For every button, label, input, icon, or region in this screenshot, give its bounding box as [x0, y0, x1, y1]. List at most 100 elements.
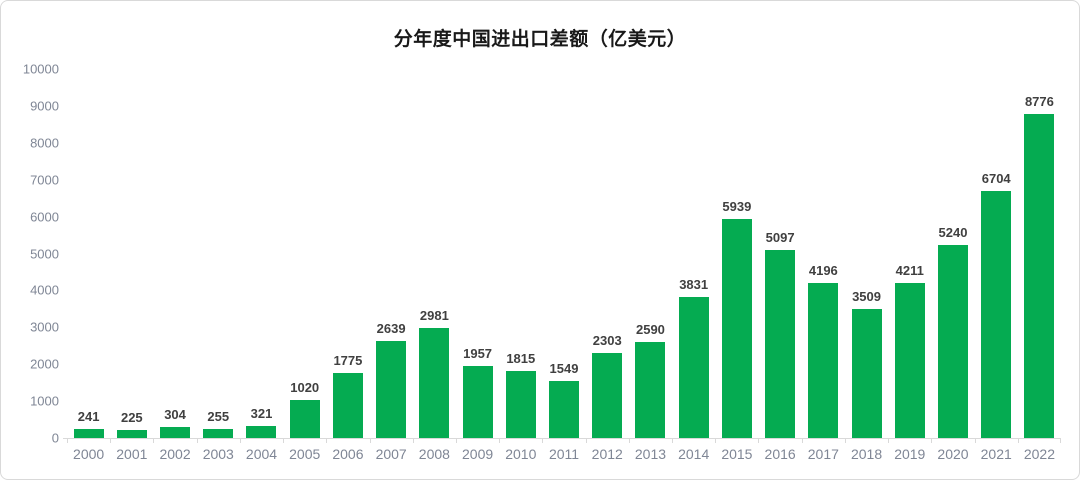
bar [549, 380, 580, 438]
y-tick-label: 1000 [30, 393, 59, 409]
plot-area: 241 225 304 255 321 1020 1775 2639 2981 1957 1815 1… [63, 69, 1061, 462]
x-tick-label: 2016 [764, 446, 796, 462]
y-tick-label: 5000 [30, 246, 59, 261]
x-axis-line [63, 438, 1061, 439]
x-tick-label: 2003 [202, 446, 234, 462]
bar-value-label: 241 [77, 409, 100, 425]
x-tick-label: 2020 [937, 446, 969, 462]
bar [376, 340, 407, 438]
bar-group: 1020 [283, 69, 326, 438]
bar [419, 328, 450, 438]
bar-value-label: 304 [164, 406, 186, 422]
x-axis-tick [369, 438, 371, 443]
x-axis-tick [758, 438, 760, 443]
bars-container: 241 225 304 255 321 1020 1775 2639 2981 1957 1815 1… [67, 69, 1061, 438]
x-tick-label: 2013 [634, 446, 667, 462]
bar [981, 190, 1012, 438]
bar-value-label: 3831 [679, 276, 709, 292]
x-axis-tick [499, 438, 501, 443]
x-tick-label: 2015 [721, 446, 753, 462]
y-tick-label: 3000 [30, 319, 59, 335]
bar-value-label: 5240 [938, 224, 968, 240]
bar-group: 2590 [629, 69, 672, 438]
bar-group: 5939 [715, 69, 758, 438]
bar [73, 429, 104, 438]
bar-value-label: 1020 [290, 380, 320, 396]
bar [332, 372, 363, 438]
y-tick-label: 2000 [30, 356, 59, 372]
bar-group: 3831 [672, 69, 715, 438]
bar [160, 426, 191, 438]
bar [1024, 114, 1055, 438]
x-axis-tick [542, 438, 544, 443]
bar-value-label: 1775 [333, 352, 363, 368]
bar-value-label: 5097 [765, 229, 795, 245]
x-tick-label: 2022 [1023, 446, 1055, 462]
x-tick-label: 2009 [462, 446, 494, 462]
bar-group: 241 [67, 69, 110, 438]
bar-group: 1957 [456, 69, 499, 438]
bar [246, 426, 277, 438]
bar [765, 249, 796, 438]
bar [462, 365, 493, 438]
x-tick-label: 2006 [332, 446, 364, 462]
y-tick-label: 10000 [22, 61, 59, 77]
x-axis-tick [931, 438, 933, 443]
x-tick-label: 2002 [159, 446, 191, 462]
y-tick-label: 9000 [30, 98, 59, 114]
bar-group: 3509 [845, 69, 888, 438]
x-axis-tick [412, 438, 414, 443]
x-tick-label: 2021 [980, 446, 1012, 462]
x-tick-label: 2005 [289, 446, 321, 462]
x-axis-tick [455, 438, 457, 443]
x-tick-label: 2010 [505, 446, 537, 462]
bar-group: 1815 [499, 69, 542, 438]
x-tick-label: 2000 [73, 446, 105, 462]
x-axis-labels: 2000 2001 2002 2003 2004 2005 2006 2007 2008 2009… [67, 446, 1061, 462]
x-axis-tick [844, 438, 846, 443]
y-tick-label: 7000 [30, 172, 59, 188]
x-tick-label: 2014 [678, 446, 710, 462]
x-tick-label: 2012 [591, 446, 623, 462]
chart-title: 分年度中国进出口差额（亿美元） [393, 29, 687, 50]
x-axis-tick [585, 438, 587, 443]
bar-value-label: 4211 [895, 262, 924, 278]
bar-group: 8776 [1018, 69, 1061, 438]
x-axis-tick [283, 438, 285, 443]
bar [851, 308, 882, 438]
x-axis-tick [1060, 438, 1061, 443]
y-tick-label: 8000 [30, 135, 59, 151]
x-axis-tick [801, 438, 803, 443]
x-axis-tick [239, 438, 241, 443]
x-tick-label: 2011 [548, 446, 580, 462]
bar-group: 4196 [802, 69, 845, 438]
bar-value-label: 4196 [808, 263, 838, 279]
x-axis-tick [715, 438, 717, 443]
bar-group: 4211 [888, 69, 931, 438]
bar [116, 429, 147, 438]
bar [203, 428, 234, 438]
bar-value-label: 5939 [722, 198, 752, 214]
x-axis-tick [110, 438, 112, 443]
x-axis-tick [628, 438, 630, 443]
bar [592, 353, 623, 438]
bar-value-label: 225 [120, 409, 143, 425]
x-axis-tick [1017, 438, 1019, 443]
y-tick-label: 6000 [30, 209, 59, 225]
bar-value-label: 1957 [463, 345, 493, 361]
bar [635, 342, 666, 438]
bar [678, 296, 709, 438]
bar-group: 2639 [370, 69, 413, 438]
bar-group: 2303 [586, 69, 629, 438]
bar-value-label: 2639 [376, 320, 406, 336]
bar-group: 5240 [931, 69, 974, 438]
y-tick-label: 0 [51, 430, 59, 446]
bar-value-label: 8776 [1024, 94, 1054, 110]
bar-group: 2981 [413, 69, 456, 438]
bar-value-label: 1549 [549, 360, 579, 376]
bar-value-label: 1815 [506, 351, 536, 367]
bar-value-label: 321 [250, 406, 273, 422]
bar-group: 5097 [759, 69, 802, 438]
x-tick-label: 2008 [418, 446, 450, 462]
